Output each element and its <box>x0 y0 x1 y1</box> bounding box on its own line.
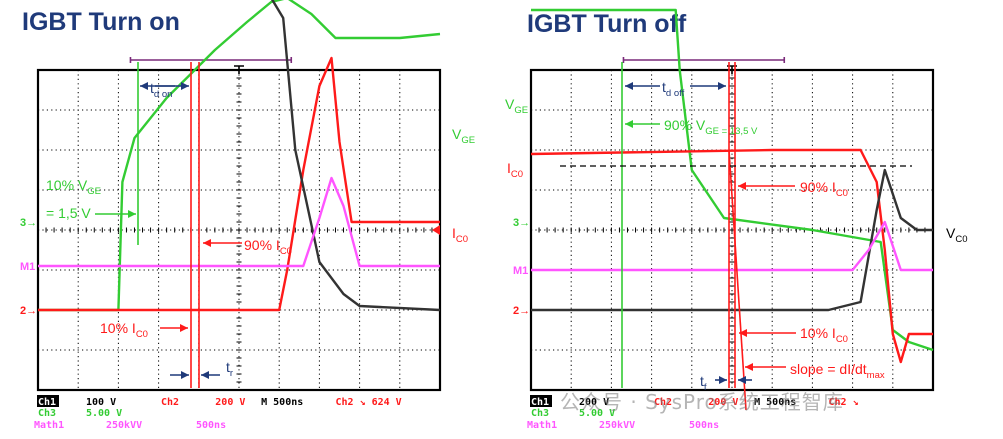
trigger-setting: Ch2 ↘ 624 V <box>335 397 401 408</box>
vce-label: VC0 <box>946 225 968 245</box>
channel-marker: M1 <box>513 265 528 277</box>
td-on-arrow-left-head <box>140 82 148 90</box>
ic10-label: 10% IC0 <box>100 320 148 340</box>
math-label: Math1 <box>527 420 557 431</box>
vge10-label-2: = 1,5 V <box>46 205 91 221</box>
trace-vge <box>38 0 441 312</box>
td-on-arrow-right-head <box>181 82 189 90</box>
trace-ic <box>38 56 440 312</box>
vge90-label: 90% VGE = 13,5 V <box>664 117 758 137</box>
ch2-label: Ch2 <box>654 397 672 408</box>
ic90-arrow-head <box>738 182 746 190</box>
ch3-scale: 5.00 V <box>86 408 122 419</box>
ic-label: IC0 <box>452 225 468 245</box>
vge10-label-1: 10% VGE <box>46 177 101 197</box>
turn-off-panel: 3→ M1 2→ Ch1 200 V Ch2 200 V M 500ns Ch2 ↘ Ch3 5.0… <box>505 8 968 431</box>
turn-on-title: IGBT Turn on <box>22 8 180 36</box>
trigger-position-marker <box>234 65 244 74</box>
ic-label: IC0 <box>507 160 523 180</box>
td-off-label: td off <box>662 79 685 99</box>
timebase: M 500ns <box>754 397 796 408</box>
tr-arrow-right-head <box>201 371 209 379</box>
tf-arrow-right-head <box>738 376 746 384</box>
vge90-arrow-head <box>625 120 633 128</box>
trace-vce <box>271 0 441 312</box>
trace-ic <box>530 148 933 364</box>
ic10-arrow-head <box>180 324 188 332</box>
trigger-bracket <box>622 57 786 63</box>
channel-marker: 2→ <box>20 305 37 317</box>
tf-arrow-left-head <box>719 376 727 384</box>
channel-marker: 3→ <box>513 217 530 229</box>
ic-marker <box>432 225 440 235</box>
ch2-label: Ch2 <box>161 397 179 408</box>
turn-off-title: IGBT Turn off <box>527 10 687 38</box>
trigger-bracket <box>129 57 293 63</box>
tf-label: tf <box>700 373 707 393</box>
ch1-scale: 100 V <box>86 397 116 408</box>
td-on-label: td on <box>150 80 172 100</box>
channel-marker: M1 <box>20 261 35 273</box>
tr-arrow-left-head <box>181 371 189 379</box>
trace-math1 <box>531 220 933 272</box>
trace-vge <box>531 8 934 352</box>
trace-math1 <box>38 176 440 268</box>
trigger-setting: Ch2 ↘ <box>828 397 858 408</box>
math-time: 500ns <box>689 420 719 431</box>
math-scale: 250kVV <box>599 420 635 431</box>
ch2-scale: 200 V <box>708 397 738 408</box>
vge10-arrow-head <box>128 210 136 218</box>
td-off-arrow-right-head <box>718 82 726 90</box>
vge-label: VGE <box>505 96 528 116</box>
ch3-scale: 5.00 V <box>579 408 615 419</box>
ch3-label: Ch3 <box>38 408 56 419</box>
slope-line <box>728 149 747 411</box>
ic10-label: 10% IC0 <box>800 325 848 345</box>
ch1-badge <box>37 395 59 407</box>
ic90-arrow-head <box>203 239 211 247</box>
td-off-arrow-left-head <box>625 82 633 90</box>
ch1-badge <box>530 395 552 407</box>
turn-on-panel: 3→ M1 2→ Ch1 100 V Ch2 200 V M 500ns Ch2 ↘ 624 V… <box>20 0 475 431</box>
timebase: M 500ns <box>261 397 303 408</box>
slope-label: slope = dI/dtmax <box>790 361 885 381</box>
ch3-label: Ch3 <box>531 408 549 419</box>
watermark: 公众号 · SysPro系统工程智库 <box>560 390 844 414</box>
ch1-scale: 200 V <box>579 397 609 408</box>
tr-label: tr <box>226 359 234 379</box>
slope-arrow-head <box>745 363 753 371</box>
trace-vce <box>531 168 933 312</box>
ch1-label: Ch1 <box>38 397 56 408</box>
vge-label: VGE <box>452 126 475 146</box>
math-time: 500ns <box>196 420 226 431</box>
math-label: Math1 <box>34 420 64 431</box>
channel-marker: 3→ <box>20 217 37 229</box>
math-scale: 250kVV <box>106 420 142 431</box>
ic90-label: 90% IC0 <box>244 237 292 257</box>
ch2-scale: 200 V <box>215 397 245 408</box>
channel-marker: 2→ <box>513 305 530 317</box>
ic10-arrow-head <box>739 329 747 337</box>
ic90-label: 90% IC0 <box>800 179 848 199</box>
ch1-label: Ch1 <box>531 397 549 408</box>
